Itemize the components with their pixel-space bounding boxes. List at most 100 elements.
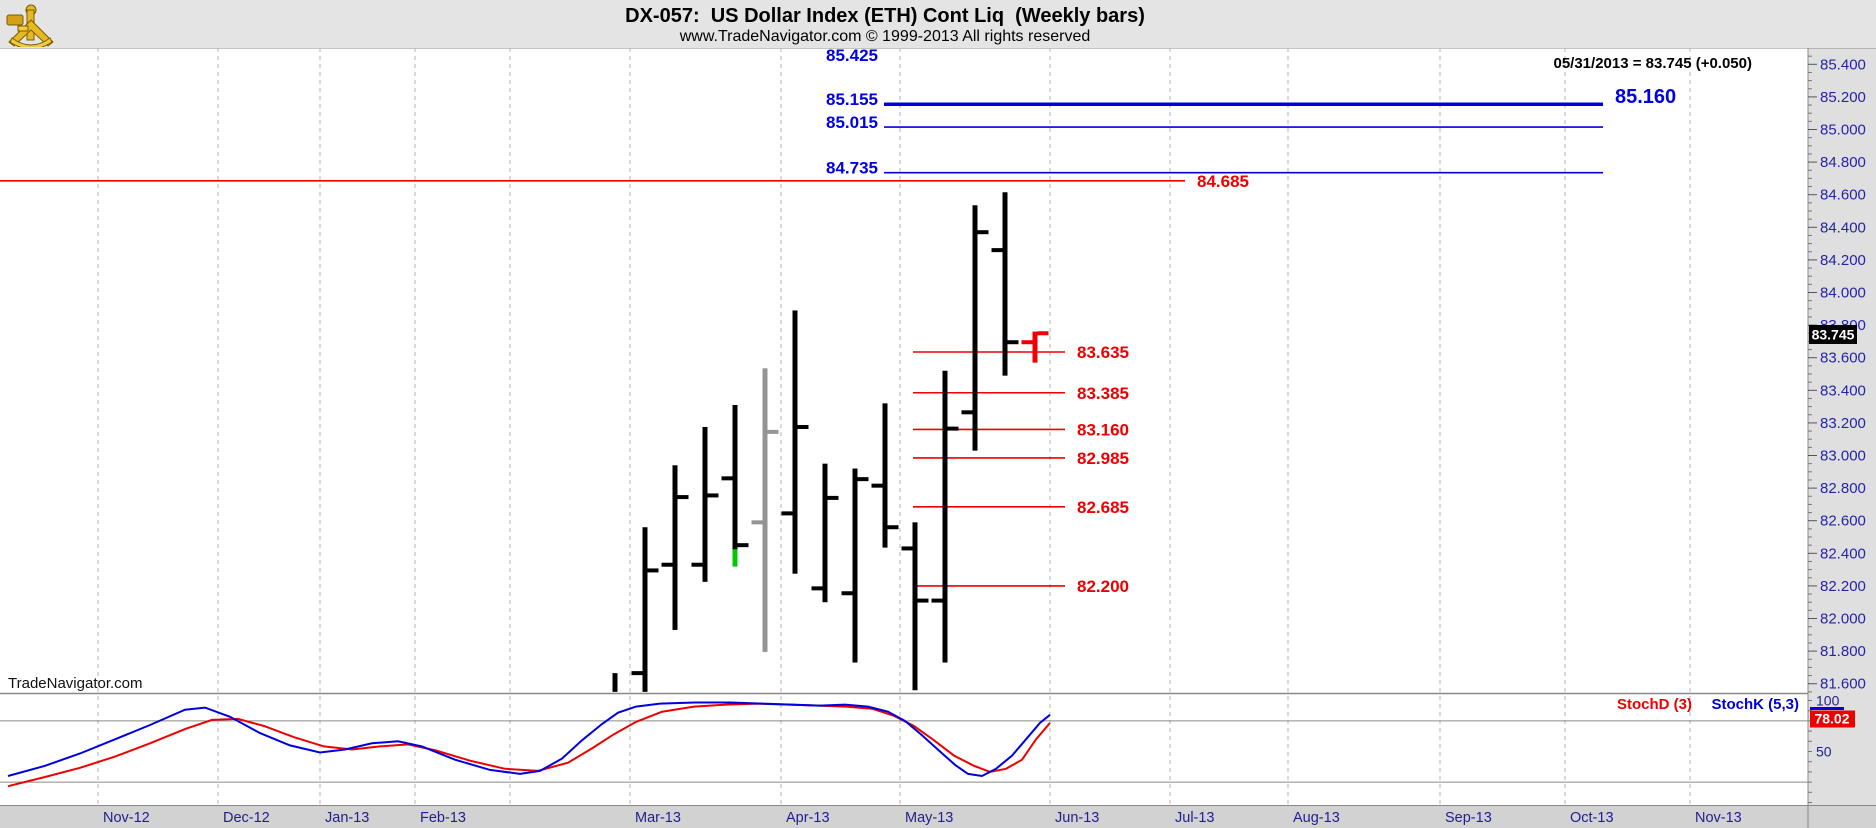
price-axis-label-85.200: 85.200 bbox=[1820, 89, 1866, 106]
stoch-d-legend[interactable]: StochD (3) bbox=[1617, 696, 1692, 713]
month-label-Feb-13: Feb-13 bbox=[420, 810, 466, 826]
bar-close-tick bbox=[887, 525, 899, 530]
price-bar bbox=[721, 404, 749, 567]
red-level-label-82.200: 82.200 bbox=[1077, 577, 1129, 596]
bar-range bbox=[642, 527, 648, 692]
price-bar bbox=[991, 192, 1019, 376]
price-bar bbox=[931, 370, 959, 663]
bar-open-tick bbox=[691, 562, 703, 567]
price-axis-label-82.400: 82.400 bbox=[1820, 545, 1866, 562]
price-bar bbox=[871, 403, 899, 548]
bar-close-tick bbox=[857, 477, 869, 482]
price-bar bbox=[631, 527, 659, 692]
red-level-label-83.635: 83.635 bbox=[1077, 343, 1129, 362]
month-label-Mar-13: Mar-13 bbox=[635, 810, 681, 826]
red-level-label-82.685: 82.685 bbox=[1077, 498, 1129, 517]
bar-range bbox=[792, 310, 798, 574]
price-axis-label-85.400: 85.400 bbox=[1820, 56, 1866, 73]
chart-header: DX-057: US Dollar Index (ETH) Cont Liq (… bbox=[0, 0, 1876, 48]
price-axis-label-84.600: 84.600 bbox=[1820, 187, 1866, 204]
month-label-Oct-13: Oct-13 bbox=[1570, 810, 1614, 826]
price-bar bbox=[961, 205, 989, 451]
blue-level-label-85.015: 85.015 bbox=[826, 113, 878, 132]
price-axis-label-83.200: 83.200 bbox=[1820, 415, 1866, 432]
bar-open-tick bbox=[631, 671, 643, 676]
red-level-label-83.160: 83.160 bbox=[1077, 420, 1129, 439]
month-label-Aug-13: Aug-13 bbox=[1293, 810, 1340, 826]
price-axis-label-81.600: 81.600 bbox=[1820, 676, 1866, 693]
bar-open-tick bbox=[871, 483, 883, 488]
bar-close-tick bbox=[647, 568, 659, 573]
stoch-k-line bbox=[7, 701, 1051, 778]
price-bar bbox=[751, 368, 779, 652]
stoch-value-marker bbox=[1810, 707, 1844, 710]
bar-close-tick bbox=[1037, 331, 1049, 336]
price-axis-label-82.000: 82.000 bbox=[1820, 611, 1866, 628]
chart-subtitle: www.TradeNavigator.com © 1999-2013 All r… bbox=[679, 28, 1091, 45]
bar-range bbox=[1032, 331, 1038, 363]
stoch-value-badge bbox=[1810, 710, 1855, 728]
price-axis-label-84.000: 84.000 bbox=[1820, 285, 1866, 302]
bar-open-tick bbox=[661, 562, 673, 567]
bar-open-tick bbox=[811, 586, 823, 591]
bar-green-segment bbox=[732, 549, 738, 567]
price-axis-label-82.800: 82.800 bbox=[1820, 480, 1866, 497]
bar-open-tick bbox=[931, 598, 943, 603]
price-axis-label-84.400: 84.400 bbox=[1820, 219, 1866, 236]
bar-close-tick bbox=[827, 495, 839, 500]
bar-open-tick bbox=[991, 248, 1003, 253]
watermark-text: TradeNavigator.com bbox=[8, 675, 143, 692]
month-label-Nov-12: Nov-12 bbox=[103, 810, 150, 826]
blue-level-label-85.155: 85.155 bbox=[826, 90, 878, 109]
last-quote-text: 05/31/2013 = 83.745 (+0.050) bbox=[1553, 55, 1752, 72]
bar-close-tick bbox=[797, 424, 809, 429]
bar-close-tick bbox=[677, 495, 689, 500]
price-bar bbox=[841, 468, 869, 663]
price-bar bbox=[691, 426, 719, 582]
price-axis-label-82.200: 82.200 bbox=[1820, 578, 1866, 595]
bar-open-tick bbox=[901, 546, 913, 551]
date-axis-strip bbox=[0, 806, 1876, 828]
month-label-Jul-13: Jul-13 bbox=[1175, 810, 1215, 826]
last-price-badge-text: 83.745 bbox=[1812, 327, 1855, 343]
bar-range bbox=[852, 468, 858, 663]
price-bar bbox=[1021, 331, 1049, 363]
price-bar bbox=[661, 465, 689, 630]
bar-range bbox=[672, 465, 678, 630]
chart-title: DX-057: US Dollar Index (ETH) Cont Liq (… bbox=[625, 5, 1145, 27]
stoch-k-legend[interactable]: StochK (5,3) bbox=[1711, 696, 1799, 713]
blue-level-right-label-85.160: 85.160 bbox=[1615, 86, 1676, 108]
bar-close-tick bbox=[707, 493, 719, 498]
month-label-Sep-13: Sep-13 bbox=[1445, 810, 1492, 826]
bar-open-tick bbox=[751, 520, 763, 525]
price-axis-label-83.400: 83.400 bbox=[1820, 382, 1866, 399]
price-axis-label-85.000: 85.000 bbox=[1820, 122, 1866, 139]
stoch-value-badge-text: 78.02 bbox=[1814, 711, 1849, 727]
bar-open-tick bbox=[781, 511, 793, 516]
bar-range bbox=[882, 403, 888, 548]
price-bar bbox=[811, 463, 839, 603]
price-axis-label-81.800: 81.800 bbox=[1820, 643, 1866, 660]
tradenavigator-logo-icon bbox=[6, 4, 54, 47]
bar-range bbox=[972, 205, 978, 451]
bar-open-tick bbox=[841, 591, 853, 596]
stoch-axis-label-100: 100 bbox=[1816, 693, 1840, 709]
bar-range bbox=[702, 426, 708, 582]
last-price-badge bbox=[1809, 325, 1857, 344]
price-axis-label-82.600: 82.600 bbox=[1820, 513, 1866, 530]
bar-close-tick bbox=[947, 426, 959, 431]
bar-range bbox=[822, 463, 828, 603]
price-bar bbox=[781, 310, 809, 574]
bar-range bbox=[1002, 192, 1008, 376]
month-label-Jan-13: Jan-13 bbox=[325, 810, 369, 826]
red-level-label-83.385: 83.385 bbox=[1077, 384, 1129, 403]
month-label-Dec-12: Dec-12 bbox=[223, 810, 270, 826]
bar-range bbox=[612, 673, 618, 692]
bar-close-tick bbox=[767, 429, 779, 434]
bar-range bbox=[762, 368, 768, 652]
price-axis-label-83.600: 83.600 bbox=[1820, 350, 1866, 367]
month-label-Nov-13: Nov-13 bbox=[1695, 810, 1742, 826]
bar-open-tick bbox=[721, 476, 733, 481]
